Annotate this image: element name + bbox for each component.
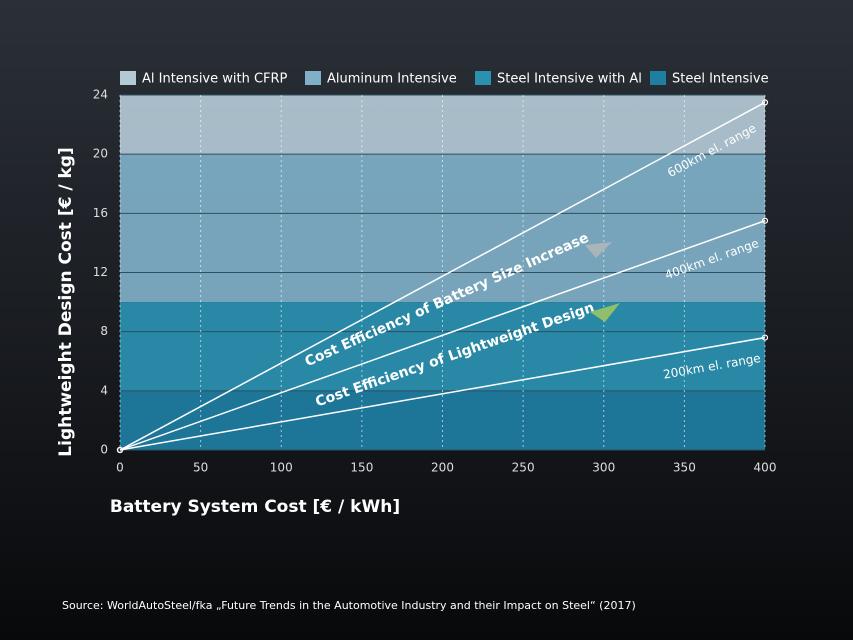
gray-arrow [585,242,612,258]
legend-label: Al Intensive with CFRP [142,72,288,87]
x-tick-label: 350 [673,461,696,475]
legend-swatch [475,71,491,85]
legend-label: Steel Intensive with Al [497,72,642,87]
line [119,220,766,451]
y-tick-label: 20 [93,147,108,161]
point [116,446,124,454]
point [761,99,769,106]
line [119,101,766,451]
legend-swatch [305,71,321,85]
source: Source: WorldAutoSteel/fka „Future Trend… [62,599,636,612]
y-tick-label: 24 [93,88,108,102]
x-tick-label: 400 [754,461,777,475]
x-tick-label: 50 [193,461,208,475]
green-arrow [590,303,620,322]
y-axis-label: Lightweight Design Cost [€ / kg] [56,147,76,456]
y-tick-label: 4 [100,383,108,397]
point [761,334,769,341]
legend-swatch [120,71,136,85]
legend-swatch [650,71,666,85]
band [120,154,765,303]
x-tick-label: 100 [270,461,293,475]
x-axis-label: Battery System Cost [€ / kWh] [110,497,400,517]
x-tick-label: 150 [350,461,373,475]
legend-label: Steel Intensive [672,72,769,87]
y-tick-label: 8 [100,324,108,338]
legend-label: Aluminum Intensive [327,72,457,87]
point [761,217,769,224]
y-tick-label: 0 [100,443,108,457]
x-tick-label: 250 [512,461,535,475]
y-tick-label: 12 [93,265,108,279]
x-tick-label: 200 [431,461,454,475]
band [120,95,765,155]
y-tick-label: 16 [93,206,108,220]
x-tick-label: 300 [592,461,615,475]
x-tick-label: 0 [116,461,124,475]
line [119,336,766,451]
